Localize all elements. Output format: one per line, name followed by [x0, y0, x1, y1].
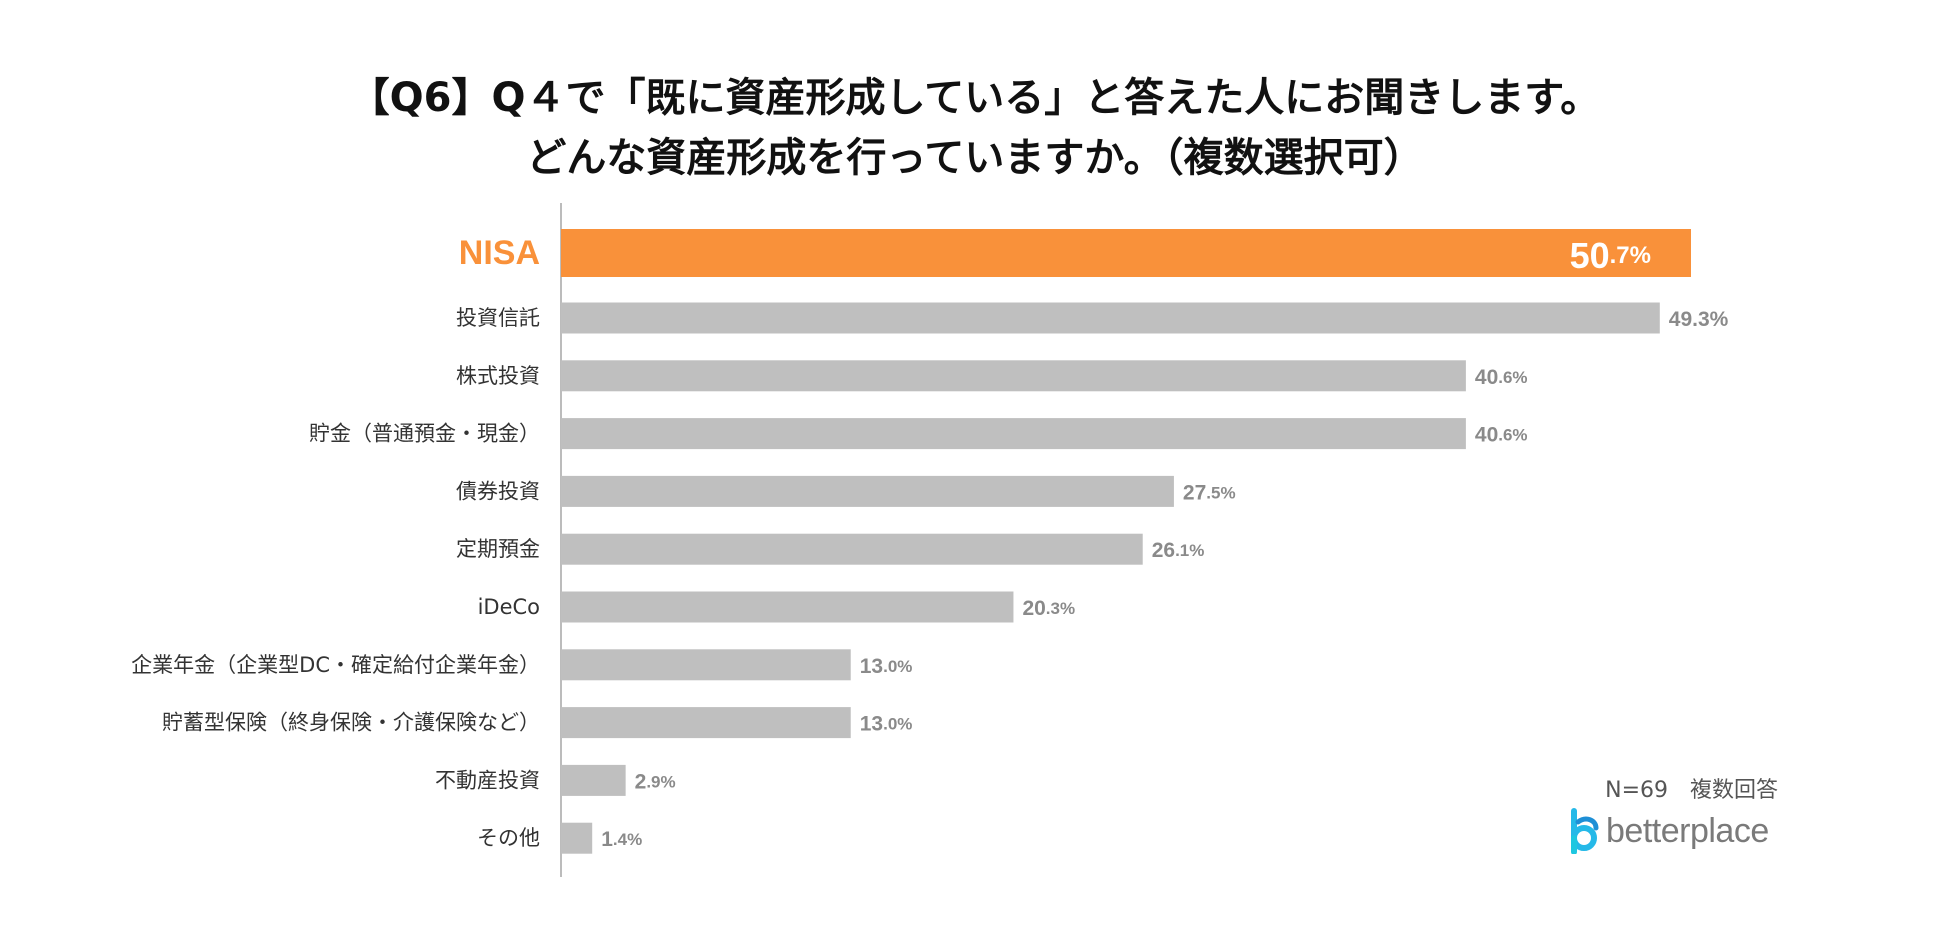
value-label-dec-7: .0% — [883, 656, 912, 675]
value-label-4: 27.5% — [1183, 481, 1236, 504]
value-label-1: 49.3% — [1669, 308, 1729, 331]
value-label-int-6: 20 — [1022, 597, 1045, 620]
value-label-int-10: 1 — [601, 828, 613, 851]
logo-wordmark: betterplace — [1606, 812, 1769, 850]
bar-5 — [561, 533, 1143, 565]
category-label-0: NISA — [459, 234, 540, 272]
value-label-int-0: 50 — [1570, 235, 1610, 276]
betterplace-logo: betterplace — [1568, 806, 1778, 856]
bar-1 — [561, 302, 1660, 334]
bar-0 — [561, 229, 1691, 277]
value-label-2: 40.6% — [1475, 365, 1528, 388]
value-label-int-9: 2 — [635, 770, 647, 793]
bars-group — [561, 229, 1691, 854]
value-label-dec-8: .0% — [883, 714, 912, 733]
value-label-int-4: 27 — [1183, 481, 1206, 504]
chart-title-line-1: 【Q6】Q４で「既に資産形成している」と答えた人にお聞きします。 — [349, 75, 1601, 121]
betterplace-logo-icon — [1571, 808, 1599, 854]
value-label-dec-0: .7% — [1610, 242, 1651, 269]
value-label-int-3: 40 — [1475, 423, 1498, 446]
category-label-3: 貯金（普通預金・現金） — [309, 422, 540, 446]
sample-size-note: N=69 複数回答 — [1605, 778, 1778, 803]
category-label-10: その他 — [477, 826, 540, 850]
value-label-int-2: 40 — [1475, 365, 1498, 388]
category-label-1: 投資信託 — [456, 306, 540, 330]
chart-title-line-2: どんな資産形成を行っていますか。（複数選択可） — [526, 135, 1424, 181]
value-label-dec-4: .5% — [1206, 483, 1235, 502]
bar-8 — [561, 707, 851, 739]
value-labels-group: 50.7%49.3%40.6%40.6%27.5%26.1%20.3%13.0%… — [601, 235, 1728, 851]
value-label-int-1: 49.3% — [1669, 308, 1729, 331]
category-label-9: 不動産投資 — [435, 768, 540, 792]
bar-6 — [561, 591, 1014, 623]
value-label-dec-9: .9% — [646, 772, 675, 791]
value-label-dec-5: .1% — [1175, 541, 1204, 560]
value-label-9: 2.9% — [635, 770, 676, 793]
category-label-2: 株式投資 — [456, 364, 540, 388]
value-label-0: 50.7% — [1570, 235, 1651, 276]
value-label-dec-3: .6% — [1498, 425, 1527, 444]
category-label-7: 企業年金（企業型DC・確定給付企業年金） — [131, 653, 540, 677]
value-label-8: 13.0% — [860, 712, 913, 735]
bar-3 — [561, 418, 1466, 450]
value-label-7: 13.0% — [860, 654, 913, 677]
bar-4 — [561, 475, 1174, 507]
bar-9 — [561, 764, 626, 796]
category-label-8: 貯蓄型保険（終身保険・介護保険など） — [162, 711, 540, 735]
value-label-int-7: 13 — [860, 654, 883, 677]
value-label-dec-10: .4% — [613, 830, 642, 849]
value-label-dec-2: .6% — [1498, 367, 1527, 386]
value-label-int-8: 13 — [860, 712, 883, 735]
value-label-10: 1.4% — [601, 828, 642, 851]
value-label-int-5: 26 — [1152, 539, 1175, 562]
value-label-6: 20.3% — [1022, 597, 1075, 620]
category-label-5: 定期預金 — [456, 537, 540, 561]
category-label-4: 債券投資 — [456, 479, 540, 503]
value-label-3: 40.6% — [1475, 423, 1528, 446]
value-label-dec-6: .3% — [1046, 599, 1075, 618]
bar-10 — [561, 822, 593, 854]
category-label-6: iDeCo — [478, 595, 540, 619]
value-label-5: 26.1% — [1152, 539, 1205, 562]
bar-2 — [561, 360, 1466, 392]
bar-7 — [561, 649, 851, 681]
